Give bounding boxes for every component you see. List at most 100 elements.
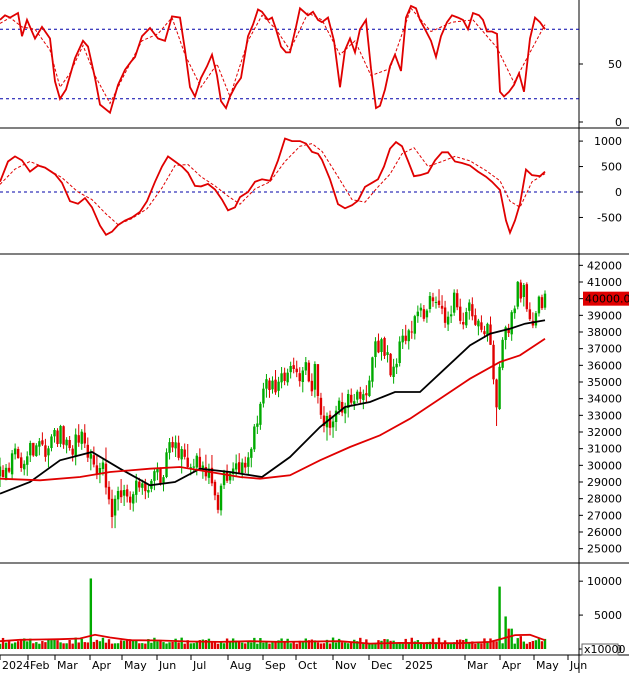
candle <box>346 389 350 418</box>
candle-body <box>195 455 199 468</box>
candle <box>23 460 26 476</box>
volume-bar <box>401 643 404 649</box>
volume-bar <box>380 640 383 649</box>
volume-bar <box>1 637 5 649</box>
volume-bar <box>368 643 371 649</box>
x-tick-label: Jul <box>192 659 206 672</box>
candle <box>225 464 229 483</box>
volume-bar <box>265 641 268 649</box>
candle <box>446 311 450 331</box>
volume-bar <box>346 643 350 649</box>
candle <box>359 386 362 405</box>
candle <box>386 345 389 363</box>
x-tick-label: May <box>124 659 147 672</box>
volume-bar <box>362 642 365 649</box>
x-tick-label: Dec <box>371 659 392 672</box>
candle <box>107 481 111 505</box>
candle <box>171 436 174 453</box>
volume-bar <box>168 642 171 649</box>
volume-bar <box>446 643 450 649</box>
candle-body <box>313 364 317 390</box>
candle-body <box>483 331 486 335</box>
volume-bar <box>132 640 135 649</box>
price-y-tick-label: 38000 <box>587 326 622 339</box>
x-tick-label: Mar <box>467 659 488 672</box>
volume-bar <box>440 643 444 649</box>
candle-body <box>23 463 26 470</box>
candle-body <box>189 467 192 469</box>
candle <box>83 424 86 448</box>
candle <box>492 340 495 385</box>
candle <box>368 375 371 398</box>
x-tick-label: 2024 <box>2 659 30 672</box>
volume-bar <box>234 640 238 649</box>
candle-body <box>65 439 68 446</box>
volume-bar <box>32 643 35 649</box>
volume-bar <box>74 637 77 649</box>
candle-body <box>171 442 174 448</box>
candle <box>198 448 202 470</box>
volume-bar <box>165 643 168 649</box>
candle <box>410 320 413 339</box>
candle-body <box>186 457 189 467</box>
volume-bar <box>195 642 199 649</box>
volume-unit-label: x10000 <box>584 643 626 656</box>
volume-bar <box>250 642 253 649</box>
candle <box>334 405 338 431</box>
candle <box>29 440 32 462</box>
candle <box>13 443 17 460</box>
volume-bar <box>65 643 68 649</box>
candle-body <box>295 368 298 373</box>
volume-bar <box>522 641 526 649</box>
volume-bar <box>23 638 26 649</box>
candle <box>241 458 244 479</box>
candle-body <box>350 394 353 403</box>
candle <box>416 305 420 323</box>
last-price-tag <box>583 291 629 306</box>
candle-body <box>119 490 123 498</box>
candle <box>86 437 90 462</box>
volume-bar <box>280 638 283 649</box>
volume-bar <box>26 641 29 649</box>
candle-body <box>443 307 447 323</box>
candle-body <box>519 282 522 299</box>
price-y-tick-label: 27000 <box>587 509 622 522</box>
candle-body <box>183 449 186 457</box>
candle <box>44 438 47 462</box>
candle-body <box>328 414 332 428</box>
candle-body <box>513 308 516 314</box>
candle <box>216 492 220 514</box>
candle-body <box>498 366 501 409</box>
candle-body <box>528 309 532 320</box>
candle <box>71 445 74 462</box>
candle <box>443 300 447 328</box>
candle-body <box>159 468 162 485</box>
volume-bar <box>62 643 65 649</box>
candle <box>301 367 304 393</box>
volume-bar <box>428 641 432 649</box>
candle-body <box>495 379 498 408</box>
candle <box>132 491 135 512</box>
volume-bar <box>241 642 244 649</box>
candle <box>452 289 456 316</box>
candle <box>289 361 292 379</box>
candle <box>213 479 217 501</box>
candle <box>1 465 5 478</box>
macd-y-tick-label: -500 <box>597 211 622 224</box>
price-y-tick-label: 29000 <box>587 476 622 489</box>
candle <box>350 388 353 406</box>
candle-body <box>29 443 32 456</box>
candle-body <box>452 292 456 313</box>
candle-body <box>74 434 77 457</box>
volume-bar <box>483 638 486 649</box>
candle-body <box>537 296 541 314</box>
volume-bar <box>19 640 23 649</box>
candle <box>468 299 471 320</box>
candle-body <box>416 311 420 317</box>
candle-body <box>144 482 147 492</box>
volume-bar <box>95 639 99 649</box>
candle <box>501 337 504 371</box>
candle-body <box>477 320 480 327</box>
candle-body <box>304 362 308 371</box>
